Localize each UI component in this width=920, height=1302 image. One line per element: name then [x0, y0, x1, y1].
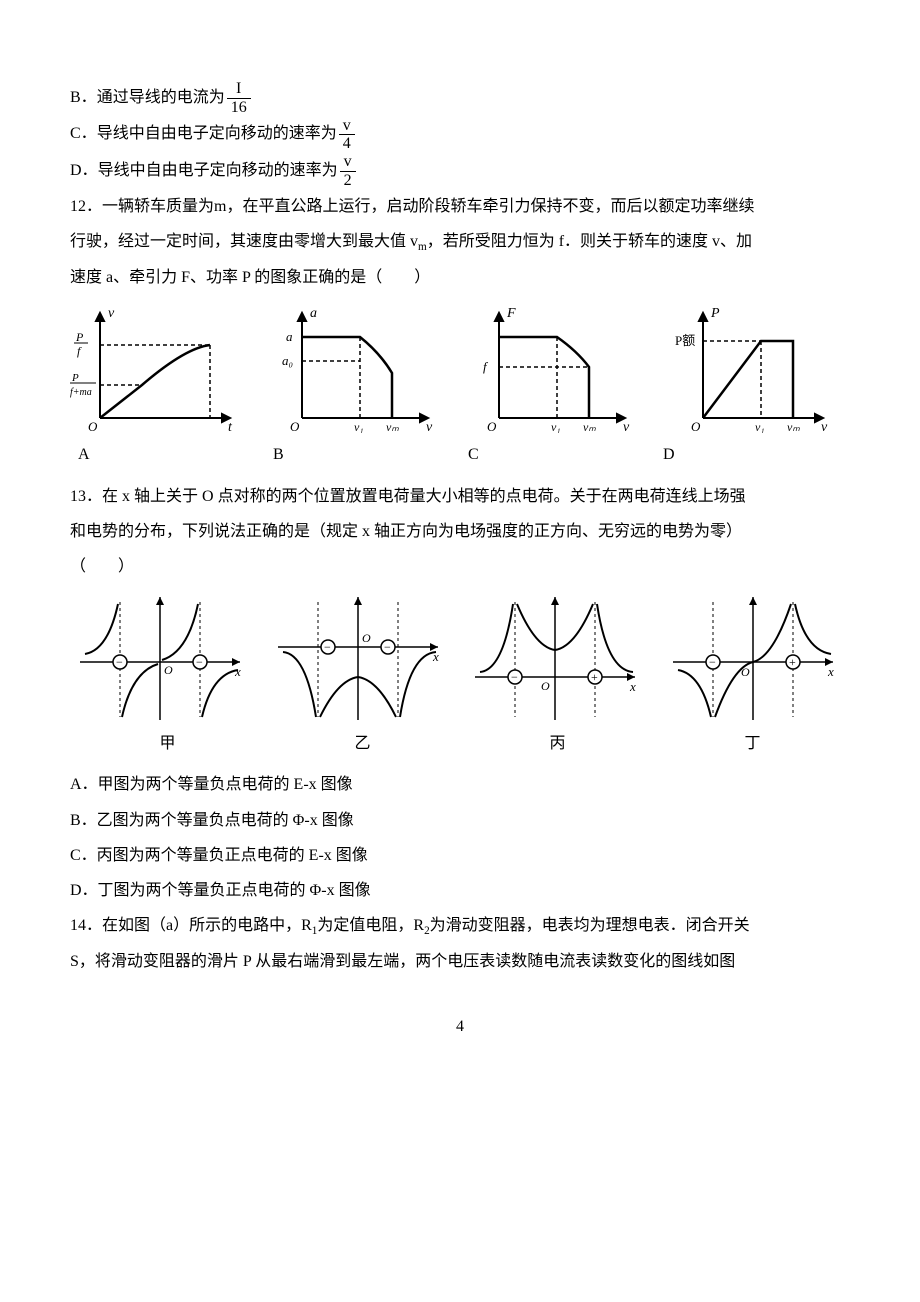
svg-text:F: F	[506, 306, 516, 321]
svg-text:−: −	[324, 640, 331, 654]
opt-C-text: 导线中自由电子定向移动的速率为	[97, 125, 337, 142]
opt-B-prefix: B．	[70, 89, 97, 106]
svg-text:−: −	[384, 640, 391, 654]
q13-optA: A．甲图为两个等量负点电荷的 E-x 图像	[70, 767, 850, 802]
svg-text:t: t	[228, 420, 233, 433]
q14-l1: 14．在如图（a）所示的电路中，R1为定值电阻，R2为滑动变阻器，电表均为理想电…	[70, 908, 850, 944]
q13-lbl-bing: 丙	[460, 726, 655, 761]
svg-text:f: f	[77, 344, 82, 358]
svg-text:O: O	[487, 419, 497, 433]
page-number: 4	[70, 1009, 850, 1044]
svg-text:a: a	[310, 306, 317, 321]
svg-text:vₘ: vₘ	[787, 420, 800, 433]
q12-num: 12．	[70, 198, 102, 215]
svg-text:−: −	[709, 655, 716, 669]
opt-D: D．导线中自由电子定向移动的速率为v2	[70, 153, 850, 189]
svg-text:−: −	[116, 655, 123, 669]
opt-C-frac: v4	[339, 117, 355, 153]
svg-text:O: O	[362, 631, 371, 645]
q13-l2: 和电势的分布，下列说法正确的是（规定 x 轴正方向为电场强度的正方向、无穷远的电…	[70, 514, 850, 549]
opt-B-text: 通过导线的电流为	[97, 89, 225, 106]
opt-D-text: 导线中自由电子定向移动的速率为	[98, 162, 338, 179]
svg-text:vₘ: vₘ	[386, 420, 399, 433]
q12-figD: P v O P额 v₁ vₘ	[663, 303, 851, 433]
svg-text:f+ma: f+ma	[70, 387, 92, 398]
q13-fig-jia: x O − −	[70, 592, 258, 722]
q12-l2: 行驶，经过一定时间，其速度由零增大到最大值 vm，若所受阻力恒为 f．则关于轿车…	[70, 224, 850, 260]
q13-fig-ding: x O − +	[663, 592, 851, 722]
svg-text:O: O	[290, 419, 300, 433]
q12-figs: v t O P f P f+ma a v	[70, 303, 850, 433]
q12-l3: 速度 a、牵引力 F、功率 P 的图象正确的是（ ）	[70, 260, 850, 295]
q12-l1: 一辆轿车质量为m，在平直公路上运行，启动阶段轿车牵引力保持不变，而后以额定功率继…	[102, 198, 754, 215]
opt-B-frac: I16	[227, 80, 251, 116]
svg-text:v: v	[623, 420, 630, 433]
q13-fig-bing: x O − +	[465, 592, 653, 722]
q14-l2: S，将滑动变阻器的滑片 P 从最右端滑到最左端，两个电压表读数随电流表读数变化的…	[70, 944, 850, 979]
svg-text:v₁: v₁	[551, 420, 561, 433]
svg-text:v: v	[426, 420, 433, 433]
svg-text:a₀: a₀	[282, 353, 293, 368]
q13-optB: B．乙图为两个等量负点电荷的 Φ-x 图像	[70, 803, 850, 838]
svg-text:x: x	[827, 664, 834, 679]
q12-lbls: A B C D	[70, 437, 850, 472]
svg-text:P: P	[710, 306, 720, 321]
q12-figC: F v O f v₁ vₘ	[465, 303, 653, 433]
svg-text:O: O	[691, 419, 701, 433]
q13-lbl-ding: 丁	[655, 726, 850, 761]
svg-text:+: +	[591, 670, 598, 684]
q13-lbl-jia: 甲	[70, 726, 265, 761]
svg-text:v: v	[108, 306, 115, 321]
q12-figB: a v O a a₀ v₁ vₘ	[268, 303, 456, 433]
opt-D-prefix: D．	[70, 162, 98, 179]
q13-fig-yi: x O − −	[268, 592, 456, 722]
opt-C-prefix: C．	[70, 125, 97, 142]
q13-lbls: 甲 乙 丙 丁	[70, 726, 850, 761]
svg-text:f: f	[483, 359, 489, 374]
svg-text:v₁: v₁	[755, 420, 765, 433]
svg-text:−: −	[511, 670, 518, 684]
q13-optD: D．丁图为两个等量负正点电荷的 Φ-x 图像	[70, 873, 850, 908]
q13-stem: 13．在 x 轴上关于 O 点对称的两个位置放置电荷量大小相等的点电荷。关于在两…	[70, 479, 850, 514]
svg-text:P: P	[71, 372, 79, 384]
svg-text:x: x	[629, 679, 636, 694]
svg-text:+: +	[789, 655, 796, 669]
q13-lbl-yi: 乙	[265, 726, 460, 761]
q12-lbl-C: C	[460, 437, 655, 472]
q13-figs: x O − − x O − −	[70, 592, 850, 722]
svg-text:P额: P额	[675, 333, 695, 348]
q12-lbl-A: A	[70, 437, 265, 472]
q12-figA: v t O P f P f+ma	[70, 303, 258, 433]
q13-optC: C．丙图为两个等量负正点电荷的 E-x 图像	[70, 838, 850, 873]
svg-text:v: v	[821, 420, 828, 433]
opt-B: B．通过导线的电流为I16	[70, 80, 850, 116]
svg-text:a: a	[286, 329, 293, 344]
svg-text:P: P	[75, 330, 84, 344]
svg-text:O: O	[164, 663, 173, 677]
svg-text:−: −	[196, 655, 203, 669]
svg-text:vₘ: vₘ	[583, 420, 596, 433]
q13-num: 13．	[70, 488, 102, 505]
q12-stem: 12．一辆轿车质量为m，在平直公路上运行，启动阶段轿车牵引力保持不变，而后以额定…	[70, 189, 850, 224]
q13-l1: 在 x 轴上关于 O 点对称的两个位置放置电荷量大小相等的点电荷。关于在两电荷连…	[102, 488, 746, 505]
opt-C: C．导线中自由电子定向移动的速率为v4	[70, 116, 850, 152]
opt-D-frac: v2	[340, 153, 356, 189]
q12-lbl-B: B	[265, 437, 460, 472]
q12-lbl-D: D	[655, 437, 850, 472]
q14-num: 14．	[70, 917, 102, 934]
q13-l3: （ ）	[70, 549, 850, 584]
svg-text:O: O	[88, 419, 98, 433]
svg-text:O: O	[541, 679, 550, 693]
svg-text:v₁: v₁	[354, 420, 364, 433]
